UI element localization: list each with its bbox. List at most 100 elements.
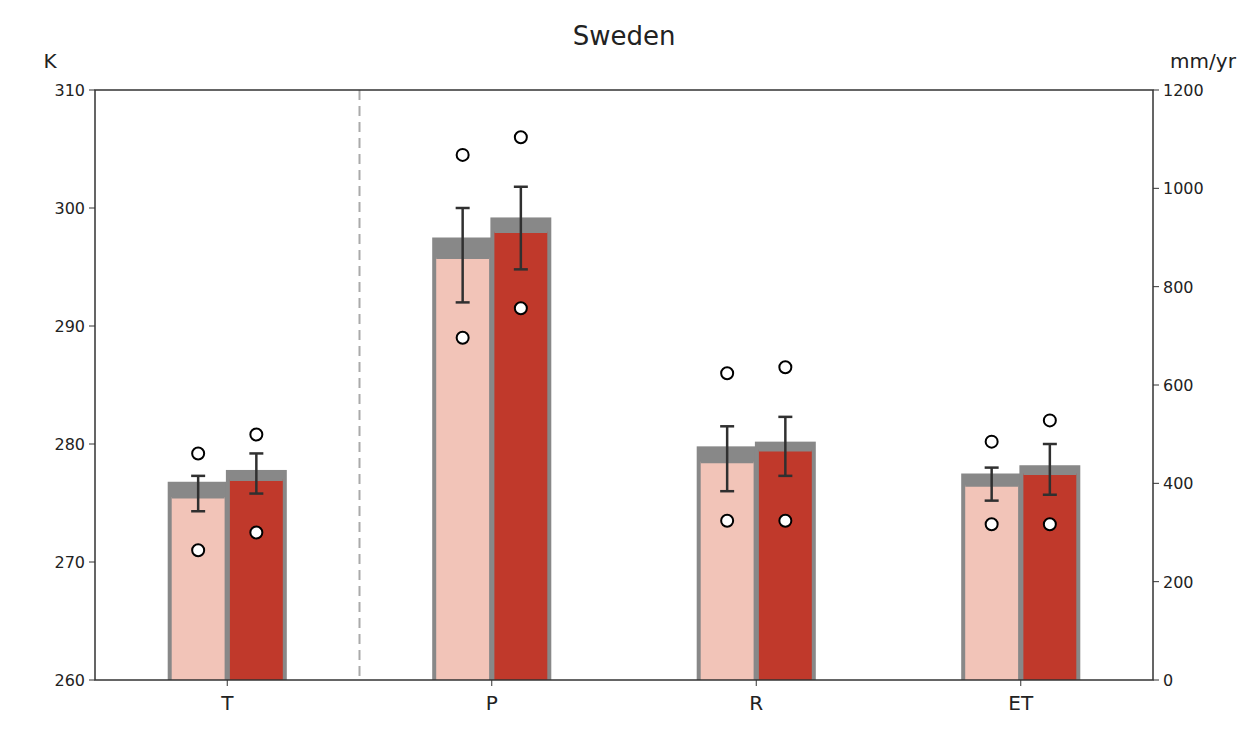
bar bbox=[1023, 474, 1076, 681]
y-tick-label: 260 bbox=[54, 671, 85, 690]
x-tick bbox=[1020, 680, 1021, 686]
y-tick bbox=[89, 444, 95, 445]
error-bar bbox=[249, 453, 263, 493]
error-cap bbox=[249, 452, 263, 455]
bar bbox=[701, 462, 754, 680]
circle-low bbox=[986, 518, 998, 530]
bar bbox=[172, 497, 225, 680]
background-bar bbox=[961, 474, 1022, 681]
x-tick-label: ET bbox=[1008, 691, 1034, 715]
circle-low bbox=[457, 332, 469, 344]
error-stem bbox=[461, 208, 464, 302]
circle-low bbox=[250, 527, 262, 539]
background-bar bbox=[226, 470, 287, 680]
error-cap bbox=[1043, 443, 1057, 446]
y2-tick-label: 800 bbox=[1163, 278, 1194, 297]
y-tick-label: 280 bbox=[54, 435, 85, 454]
circle-high bbox=[986, 436, 998, 448]
x-tick-label: T bbox=[220, 691, 234, 715]
x-tick-label: R bbox=[749, 691, 763, 715]
error-cap bbox=[249, 492, 263, 495]
x-tick bbox=[491, 680, 492, 686]
y2-tick bbox=[1153, 581, 1159, 582]
error-cap bbox=[191, 510, 205, 513]
y-tick-label: 300 bbox=[54, 199, 85, 218]
error-cap bbox=[456, 207, 470, 210]
error-bar bbox=[720, 426, 734, 491]
title: Sweden bbox=[573, 21, 676, 51]
y2-tick-label: 1000 bbox=[1163, 179, 1204, 198]
y-tick-label: 310 bbox=[54, 81, 85, 100]
error-bar bbox=[514, 187, 528, 270]
error-stem bbox=[726, 426, 729, 491]
background-bar bbox=[490, 217, 551, 680]
error-cap bbox=[191, 475, 205, 478]
y-tick bbox=[89, 326, 95, 327]
y-tick bbox=[89, 90, 95, 91]
y-tick-label: 290 bbox=[54, 317, 85, 336]
y2-tick bbox=[1153, 385, 1159, 386]
circle-high bbox=[515, 131, 527, 143]
error-cap bbox=[720, 490, 734, 493]
circle-high bbox=[1044, 414, 1056, 426]
chart: SwedenKmm/yr2602702802903003100200400600… bbox=[0, 0, 1258, 740]
error-stem bbox=[784, 417, 787, 476]
error-stem bbox=[520, 187, 523, 270]
error-stem bbox=[255, 453, 258, 493]
error-cap bbox=[778, 416, 792, 419]
background-bar bbox=[755, 442, 816, 680]
y-tick bbox=[89, 208, 95, 209]
error-cap bbox=[456, 301, 470, 304]
y2-tick-label: 400 bbox=[1163, 474, 1194, 493]
error-cap bbox=[514, 268, 528, 271]
error-bar bbox=[1043, 444, 1057, 495]
error-bar bbox=[191, 476, 205, 511]
plot-frame bbox=[95, 90, 1153, 680]
bar bbox=[759, 450, 812, 680]
plot-area bbox=[168, 90, 1081, 680]
background-bar bbox=[168, 482, 229, 680]
circle-low bbox=[515, 302, 527, 314]
y-tick-label: 270 bbox=[54, 553, 85, 572]
bar bbox=[494, 232, 547, 680]
error-cap bbox=[985, 466, 999, 469]
circle-low bbox=[1044, 518, 1056, 530]
y2-tick bbox=[1153, 90, 1159, 91]
y-tick bbox=[89, 562, 95, 563]
error-bar bbox=[985, 468, 999, 501]
circle-high bbox=[721, 367, 733, 379]
error-cap bbox=[778, 475, 792, 478]
bar bbox=[436, 258, 489, 680]
error-bar bbox=[778, 417, 792, 476]
error-stem bbox=[197, 476, 200, 511]
circle-low bbox=[779, 515, 791, 527]
circle-low bbox=[192, 544, 204, 556]
y2-tick bbox=[1153, 483, 1159, 484]
y2-axis-label: mm/yr bbox=[1170, 49, 1237, 73]
y2-tick bbox=[1153, 680, 1159, 681]
separator bbox=[359, 90, 361, 680]
error-cap bbox=[514, 186, 528, 189]
circle-high bbox=[779, 361, 791, 373]
y-axis-label: K bbox=[43, 49, 57, 73]
x-tick-label: P bbox=[486, 691, 498, 715]
circle-high bbox=[250, 429, 262, 441]
y2-tick bbox=[1153, 286, 1159, 287]
bar bbox=[965, 485, 1018, 680]
y2-tick bbox=[1153, 188, 1159, 189]
error-stem bbox=[990, 468, 993, 501]
error-bar bbox=[456, 208, 470, 302]
x-tick bbox=[756, 680, 757, 686]
error-stem bbox=[1049, 444, 1052, 495]
circle-high bbox=[192, 447, 204, 459]
background-bar bbox=[1019, 465, 1080, 680]
y2-tick-label: 1200 bbox=[1163, 81, 1204, 100]
circle-low bbox=[721, 515, 733, 527]
y2-tick-label: 600 bbox=[1163, 376, 1194, 395]
y2-tick-label: 200 bbox=[1163, 573, 1194, 592]
bar bbox=[230, 479, 283, 680]
error-cap bbox=[985, 499, 999, 502]
error-cap bbox=[1043, 493, 1057, 496]
y-tick bbox=[89, 680, 95, 681]
x-tick bbox=[227, 680, 228, 686]
